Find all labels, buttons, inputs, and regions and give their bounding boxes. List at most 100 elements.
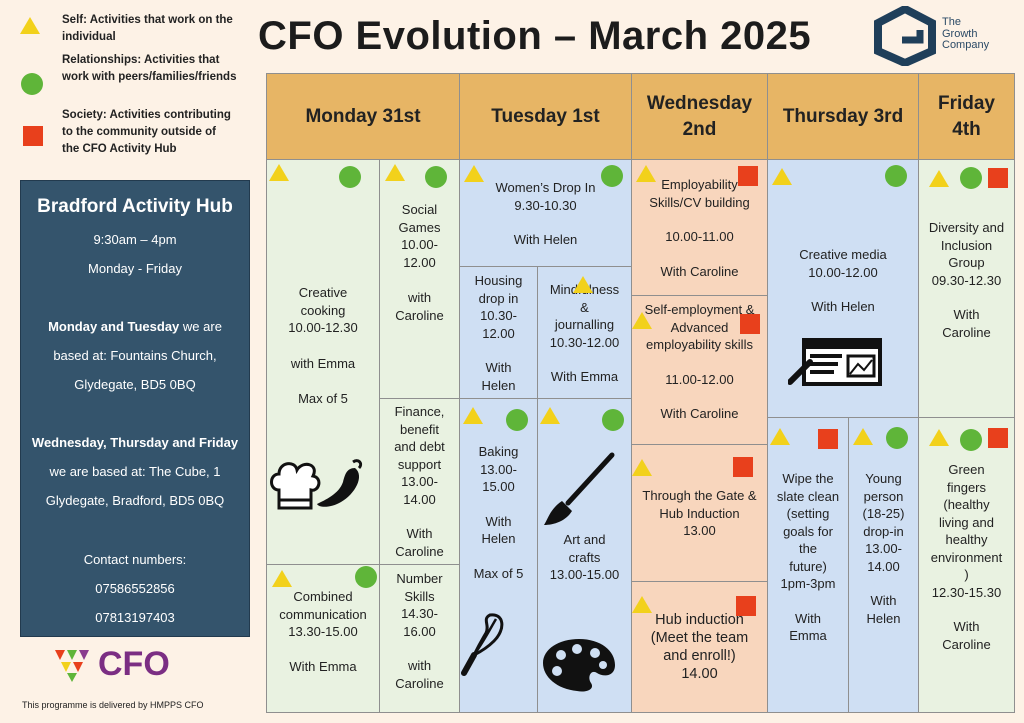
- self-triangle-icon: [929, 429, 949, 446]
- session-line: 13.30-15.00: [288, 624, 358, 639]
- session-line: Max of 5: [473, 565, 524, 581]
- session-text: Green fingers (healthy living and health…: [921, 461, 1012, 653]
- session-line: and enroll!): [663, 648, 736, 664]
- session-line: (healthy: [943, 497, 990, 512]
- session-line: Baking: [478, 444, 519, 459]
- hub-days: Monday - Friday: [88, 261, 182, 276]
- session-line: 15.00: [482, 479, 515, 494]
- session-housing-drop-in: Housing drop in 10.30- 12.00 With Helen: [459, 266, 538, 399]
- session-text: Young person (18-25) drop-in 13.00- 14.0…: [851, 470, 916, 627]
- self-triangle-icon: [632, 312, 652, 329]
- session-line: With Caroline: [660, 263, 739, 279]
- society-square-icon: [988, 428, 1008, 448]
- session-line: 10.30-12.00: [549, 334, 620, 350]
- relationships-circle-icon: [602, 409, 624, 431]
- session-line: With: [485, 360, 512, 375]
- session-line: 12.30-15.30: [931, 584, 1002, 600]
- relationships-circle-icon: [886, 427, 908, 449]
- wed-thu-fri-address: we are based at: The Cube, 1: [49, 464, 221, 479]
- session-employability-skills: Employability Skills/CV building 10.00-1…: [631, 159, 768, 296]
- session-number-skills: Number Skills 14.30- 16.00 with Caroline: [379, 564, 460, 713]
- self-triangle-icon: [929, 170, 949, 187]
- session-line: Art and: [563, 532, 606, 547]
- session-line: drop in: [478, 290, 519, 306]
- session-line: Helen: [481, 531, 516, 546]
- mon-tue-label: Monday and Tuesday: [48, 319, 180, 334]
- mon-tue-rest: we are: [179, 319, 222, 334]
- session-line: Inclusion: [940, 237, 993, 253]
- session-mindfulness: Mindfulness & journalling 10.30-12.00 Wi…: [537, 266, 632, 399]
- phone-number-1[interactable]: 07586552856: [95, 581, 175, 596]
- self-triangle-icon: [632, 596, 652, 613]
- session-line: goals for: [783, 523, 833, 539]
- session-line: 13.00: [683, 523, 716, 538]
- session-finance-support: Finance, benefit and debt support 13.00-…: [379, 398, 460, 565]
- society-square-icon: [988, 168, 1008, 188]
- session-line: Caroline: [942, 636, 991, 652]
- session-through-the-gate: Through the Gate & Hub Induction 13.00: [631, 444, 768, 582]
- hub-info-panel: Bradford Activity Hub 9:30am – 4pm Monda…: [20, 180, 250, 637]
- day-header-thursday: Thursday 3rd: [767, 73, 919, 160]
- session-line: Employability: [661, 177, 738, 192]
- relationships-circle-icon: [21, 73, 43, 95]
- session-line: support: [397, 456, 442, 472]
- session-social-games: Social Games 10.00- 12.00 with Caroline: [379, 159, 460, 399]
- session-line: 10.30-: [480, 308, 517, 323]
- cfo-arrows-icon: [55, 650, 89, 682]
- phone-number-2[interactable]: 07813197403: [95, 610, 175, 625]
- session-line: &: [580, 299, 589, 315]
- self-triangle-icon: [464, 165, 484, 182]
- session-line: Combined: [293, 589, 353, 604]
- relationships-circle-icon: [885, 165, 907, 187]
- session-text: Self-employment & Advanced employability…: [634, 301, 765, 423]
- self-triangle-icon: [632, 459, 652, 476]
- session-text: Creative media 10.00-12.00 With Helen: [770, 246, 916, 316]
- session-text: Number Skills 14.30- 16.00 with Caroline: [382, 570, 457, 692]
- session-line: Caroline: [395, 675, 444, 691]
- session-line: 10.00-12.30: [288, 320, 358, 335]
- session-text: Art and crafts 13.00-15.00: [540, 531, 629, 584]
- legend-relationships: Relationships: Activities that work with…: [62, 54, 237, 83]
- session-line: Max of 5: [298, 391, 348, 406]
- session-line: Caroline: [395, 543, 444, 559]
- hub-hours: 9:30am – 4pm: [93, 232, 177, 247]
- session-wipe-the-slate-clean: Wipe the slate clean (setting goals for …: [767, 417, 849, 713]
- session-line: Wipe the: [782, 471, 834, 486]
- self-triangle-icon: [269, 164, 289, 181]
- session-line: With Emma: [289, 658, 357, 674]
- session-line: Skills: [404, 588, 435, 604]
- session-line: Helen: [481, 377, 516, 393]
- session-line: (Meet the team: [650, 630, 749, 646]
- society-square-icon: [818, 429, 838, 449]
- session-art-and-crafts: Art and crafts 13.00-15.00: [537, 398, 632, 713]
- session-line: slate clean: [776, 488, 840, 504]
- session-womens-drop-in: Women’s Drop In 9.30-10.30 With Helen: [459, 159, 632, 267]
- day-header-tuesday: Tuesday 1st: [459, 73, 632, 160]
- session-line: 13.00-: [401, 474, 438, 489]
- session-line: Number: [396, 571, 443, 586]
- session-line: Self-employment &: [644, 302, 755, 317]
- session-line: Emma: [789, 628, 827, 643]
- self-triangle-icon: [636, 165, 656, 182]
- day-header-monday: Monday 31st: [266, 73, 460, 160]
- self-triangle-icon: [385, 164, 405, 181]
- session-line: 13.00-15.00: [549, 567, 620, 582]
- company-name-line: Growth: [942, 27, 978, 40]
- session-line: Skills/CV building: [649, 194, 750, 210]
- session-line: crafts: [568, 549, 601, 565]
- session-line: Helen: [866, 610, 901, 626]
- session-line: with Emma: [290, 355, 356, 371]
- session-line: With Helen: [513, 232, 578, 247]
- session-line: 14.00: [681, 666, 718, 682]
- session-line: Games: [398, 219, 441, 235]
- society-square-icon: [736, 596, 756, 616]
- footer-note: This programme is delivered by HMPPS CFO: [22, 700, 204, 710]
- session-line: Hub induction: [655, 612, 744, 628]
- self-triangle-icon: [272, 570, 292, 587]
- session-text: Mindfulness & journalling 10.30-12.00 Wi…: [540, 281, 629, 386]
- company-name: The Growth Company: [942, 16, 989, 52]
- session-text: Wipe the slate clean (setting goals for …: [770, 470, 846, 645]
- relationships-circle-icon: [601, 165, 623, 187]
- session-text: Housing drop in 10.30- 12.00 With Helen: [462, 272, 535, 394]
- session-line: fingers: [946, 479, 987, 495]
